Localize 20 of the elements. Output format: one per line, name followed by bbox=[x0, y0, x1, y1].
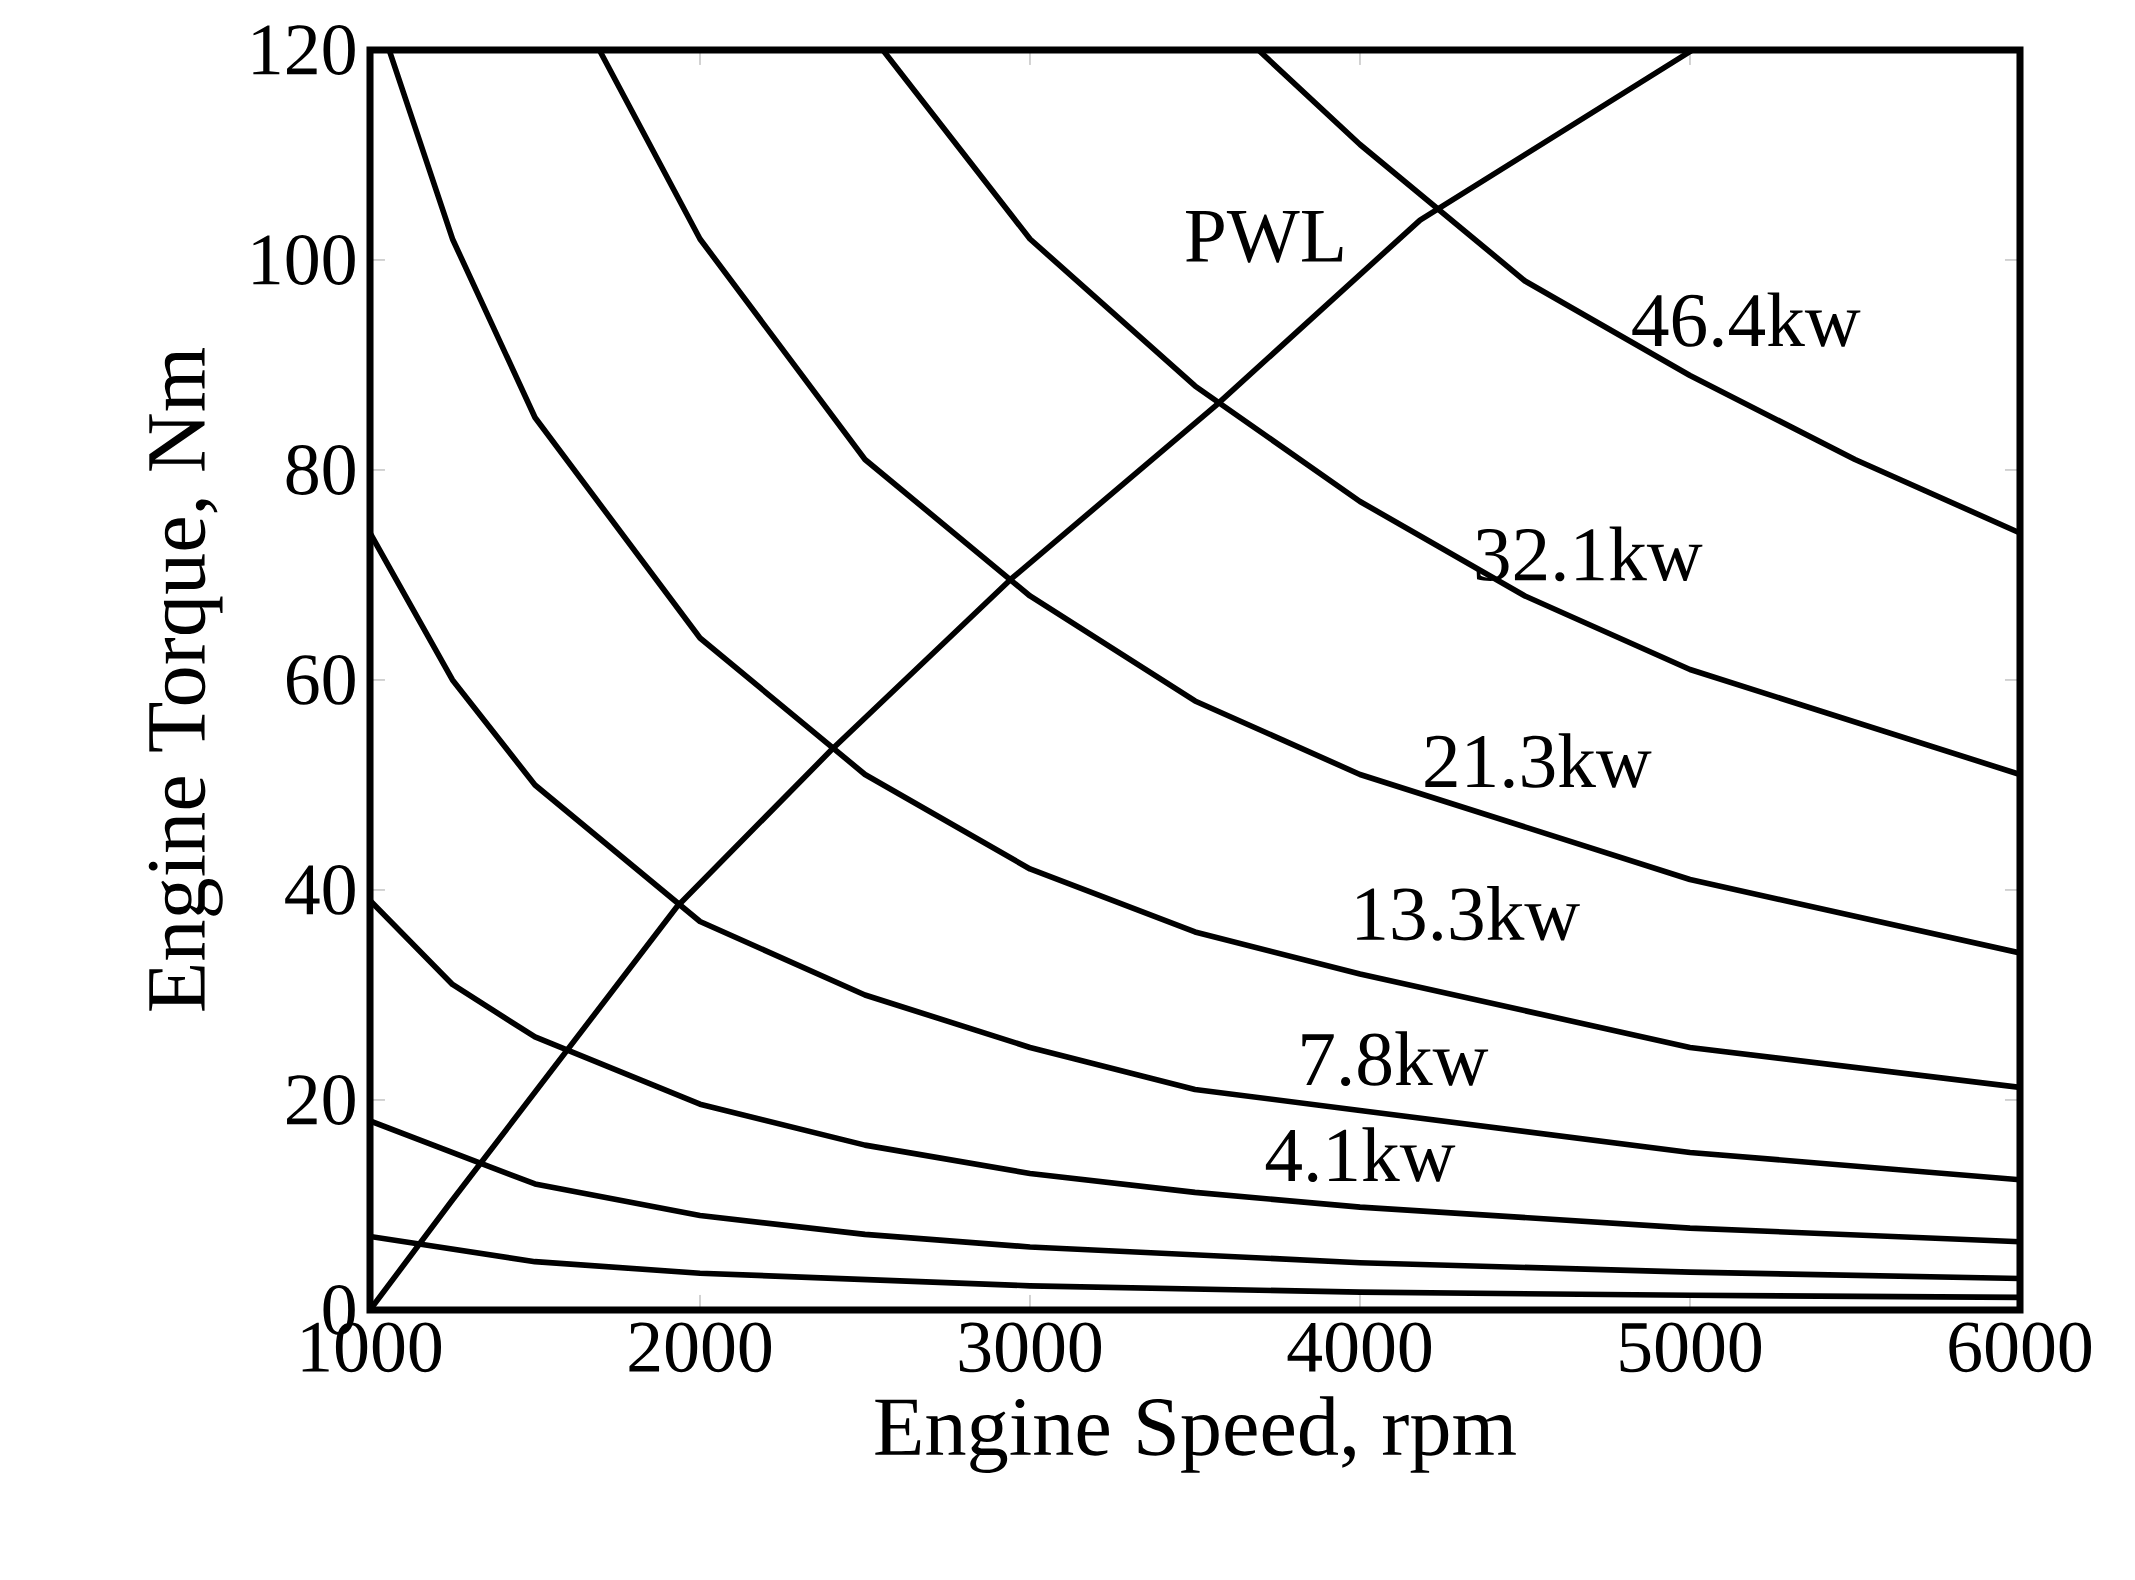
series-label: 7.8kw bbox=[1302, 1031, 1489, 1087]
series-label: 4.1kw bbox=[1265, 1127, 1456, 1183]
y-axis-title: Engine Torque, Nm bbox=[148, 348, 223, 1011]
x-tick-label: 3000 bbox=[959, 1322, 1102, 1373]
y-tick-label: 100 bbox=[253, 235, 355, 285]
series-label: PWL bbox=[1186, 210, 1343, 263]
x-tick-label: 5000 bbox=[1620, 1322, 1762, 1373]
y-tick-label: 60 bbox=[286, 655, 355, 705]
series-label: 32.1kw bbox=[1476, 526, 1703, 582]
y-tick-label: 20 bbox=[287, 1075, 355, 1125]
y-tick-label: 40 bbox=[285, 865, 355, 915]
series-label: 13.3kw bbox=[1357, 886, 1580, 941]
x-axis-title: Engine Speed, rpm bbox=[875, 1396, 1516, 1474]
series-label: 21.3kw bbox=[1425, 733, 1652, 789]
series-label: 46.4kw bbox=[1632, 292, 1861, 348]
y-tick-label: 120 bbox=[253, 25, 355, 75]
x-tick-label: 2000 bbox=[629, 1322, 772, 1373]
x-tick-label: 4000 bbox=[1287, 1322, 1432, 1373]
x-tick-label: 6000 bbox=[1949, 1322, 2092, 1373]
y-tick-label: 80 bbox=[286, 445, 355, 495]
